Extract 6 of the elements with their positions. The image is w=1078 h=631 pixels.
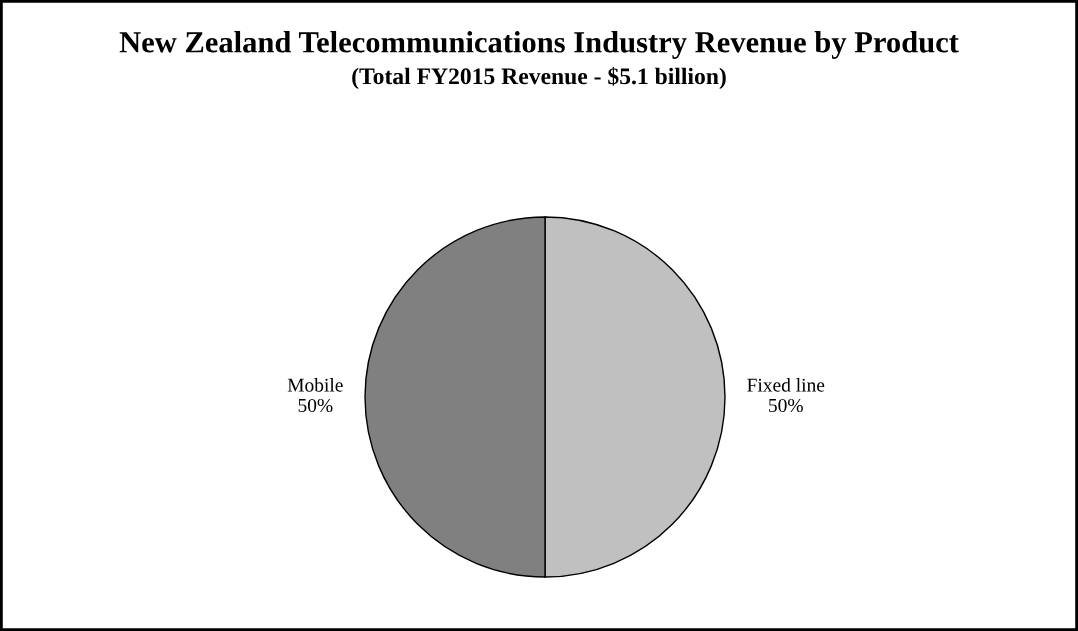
data-label: 50% xyxy=(298,398,333,413)
chart-subtitle: (Total FY2015 Revenue - $5.1 billion) xyxy=(352,66,726,90)
slice-label: Mobile xyxy=(287,378,343,392)
data-label: 50% xyxy=(769,398,803,413)
slice-label: Fixed line xyxy=(747,378,825,392)
chart-title: New Zealand Telecommunications Industry Revenue by Product xyxy=(119,31,959,59)
